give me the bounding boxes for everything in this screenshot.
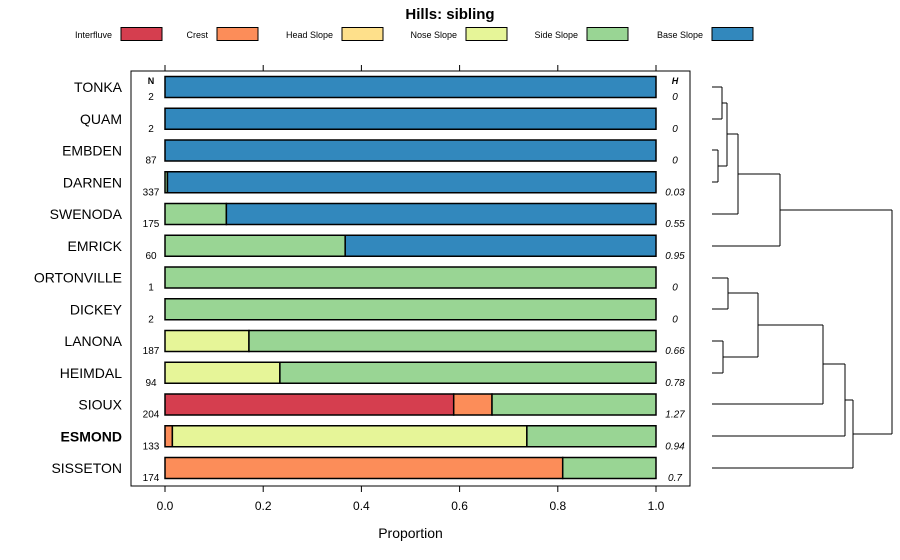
chart-title: Hills: sibling — [405, 6, 494, 23]
dendrogram — [712, 86, 893, 469]
x-axis-label: Proportion — [378, 525, 443, 541]
bar-segment — [279, 361, 657, 384]
bar-segment — [452, 393, 493, 416]
row-labels: TONKA 2 0 QUAM 2 0 EMBDEN 87 0 DARNEN 337 0.03 SWENO… — [34, 79, 685, 484]
h-value: 0 — [672, 124, 678, 135]
h-value: 0.7 — [668, 473, 682, 484]
n-header: N — [148, 76, 155, 86]
h-value: 0.78 — [665, 378, 685, 389]
h-value: 0 — [672, 314, 678, 325]
bar-segment — [166, 171, 657, 194]
bar-segment — [164, 202, 228, 226]
h-value: 0.55 — [665, 219, 685, 230]
legend-swatch — [216, 27, 259, 41]
n-value: 60 — [145, 251, 157, 262]
bar-segment — [164, 75, 657, 99]
row-label: SWENODA — [50, 206, 123, 222]
x-tick-label: 0.6 — [451, 499, 468, 513]
n-value: 2 — [148, 314, 154, 325]
bar-segment — [171, 425, 528, 448]
bar-segment — [164, 361, 281, 384]
plot-frame — [130, 70, 691, 487]
n-value: 175 — [143, 219, 160, 230]
legend-swatch — [341, 27, 384, 41]
bar-segment — [526, 425, 657, 448]
row-label: EMRICK — [68, 238, 123, 254]
n-value: 2 — [148, 92, 154, 103]
bar-segment — [491, 393, 657, 416]
bar-segment — [164, 266, 657, 289]
bar-segment — [164, 329, 250, 353]
x-axis: 0.0 0.2 0.4 0.6 0.8 1.0 — [157, 65, 665, 513]
legend-label: Interfluve — [75, 30, 112, 40]
n-value: 187 — [143, 346, 160, 357]
n-value: 1 — [148, 283, 154, 294]
bar-segment — [164, 425, 174, 448]
bar-segment — [164, 393, 455, 416]
bar-segment — [164, 298, 657, 321]
row-label: SISSETON — [51, 460, 122, 476]
x-tick-label: 0.2 — [255, 499, 272, 513]
x-tick-label: 0.8 — [549, 499, 566, 513]
x-tick-label: 0.4 — [353, 499, 370, 513]
bar-segment — [225, 202, 657, 226]
legend-swatch — [120, 27, 163, 41]
n-value: 204 — [143, 410, 160, 421]
h-value: 0.03 — [665, 187, 685, 198]
legend: Interfluve Crest Head Slope Nose Slope Side … — [75, 27, 754, 41]
n-value: 87 — [145, 156, 157, 167]
row-label: DICKEY — [70, 301, 123, 317]
legend-label: Nose Slope — [410, 30, 457, 40]
n-value: 174 — [143, 473, 160, 484]
bar-segment — [344, 234, 657, 257]
row-label: SIOUX — [78, 397, 122, 413]
bar-segment — [561, 456, 657, 480]
x-tick-label: 1.0 — [648, 499, 665, 513]
h-header: H — [672, 76, 679, 86]
legend-swatch — [711, 27, 754, 41]
h-value: 0 — [672, 156, 678, 167]
row-label: LANONA — [64, 333, 122, 349]
h-value: 0.66 — [665, 346, 685, 357]
legend-swatch — [465, 27, 508, 41]
n-value: 2 — [148, 124, 154, 135]
bar-segment — [164, 234, 346, 257]
h-value: 1.27 — [665, 410, 685, 421]
bar-segment — [164, 139, 657, 162]
bars — [164, 75, 657, 480]
row-label: EMBDEN — [62, 143, 122, 159]
row-label: QUAM — [80, 111, 122, 127]
h-value: 0 — [672, 283, 678, 294]
n-value: 133 — [143, 441, 160, 452]
row-label: ESMOND — [61, 428, 122, 444]
bar-segment — [164, 456, 564, 480]
legend-label: Side Slope — [534, 30, 578, 40]
row-label: ORTONVILLE — [34, 270, 122, 286]
h-value: 0.95 — [665, 251, 685, 262]
row-label: HEIMDAL — [60, 365, 122, 381]
row-label: DARNEN — [63, 174, 122, 190]
bar-segment — [248, 329, 657, 353]
legend-label: Base Slope — [657, 30, 703, 40]
n-value: 94 — [145, 378, 157, 389]
legend-swatch — [586, 27, 629, 41]
h-value: 0.94 — [665, 441, 685, 452]
n-value: 337 — [143, 187, 160, 198]
legend-label: Crest — [186, 30, 208, 40]
legend-label: Head Slope — [286, 30, 333, 40]
bar-segment — [164, 107, 657, 130]
x-tick-label: 0.0 — [157, 499, 174, 513]
row-label: TONKA — [74, 79, 123, 95]
h-value: 0 — [672, 92, 678, 103]
